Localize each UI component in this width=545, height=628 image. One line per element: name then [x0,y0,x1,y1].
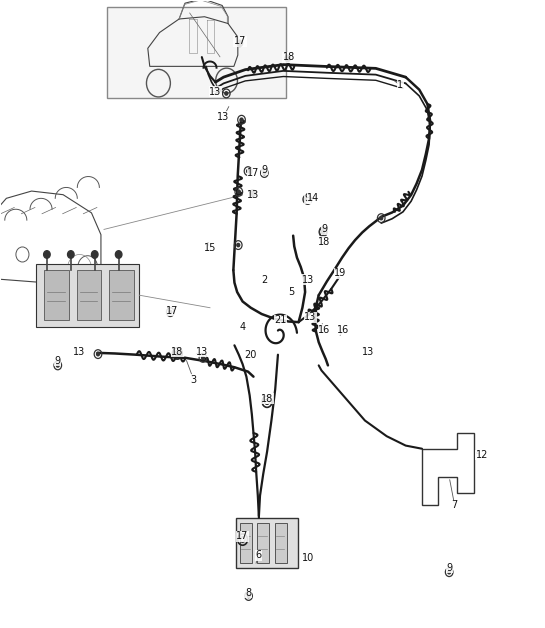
Text: 21: 21 [275,315,287,325]
Bar [36,264,140,327]
Text: 16: 16 [318,325,330,335]
Circle shape [96,352,99,356]
Bar [107,7,286,98]
Text: 18: 18 [171,347,184,357]
Text: 4: 4 [240,322,246,332]
Bar [44,270,69,320]
Text: 13: 13 [305,312,317,322]
Text: 13: 13 [209,87,222,97]
Text: 13: 13 [361,347,374,357]
Text: 17: 17 [237,531,249,541]
Circle shape [322,231,324,234]
Text: 7: 7 [451,500,458,510]
Text: 3: 3 [191,375,197,385]
Text: 18: 18 [318,237,330,247]
Text: 9: 9 [446,563,452,573]
Text: 13: 13 [74,347,86,357]
Circle shape [306,198,309,202]
Bar [110,270,134,320]
Circle shape [237,40,243,46]
Circle shape [285,55,290,62]
Bar [235,517,298,568]
Circle shape [202,356,204,359]
Bar [77,270,101,320]
Text: 18: 18 [283,52,295,62]
Text: 17: 17 [166,306,178,316]
Text: 9: 9 [305,193,311,203]
Circle shape [246,170,250,173]
Circle shape [247,594,250,598]
Text: 8: 8 [245,588,251,598]
Text: 18: 18 [261,394,273,404]
Text: 2: 2 [261,274,268,284]
Text: 13: 13 [302,274,314,284]
Circle shape [116,251,122,258]
Text: 13: 13 [247,190,259,200]
Circle shape [380,217,383,220]
Text: 9: 9 [321,224,327,234]
Text: 16: 16 [337,325,349,335]
Text: 17: 17 [234,36,246,46]
Text: 10: 10 [302,553,314,563]
Text: 13: 13 [217,112,229,122]
Circle shape [250,190,256,196]
Text: 9: 9 [54,356,61,366]
Circle shape [240,118,243,121]
Circle shape [225,92,228,95]
Circle shape [305,198,308,201]
Text: 1: 1 [397,80,403,90]
Text: 6: 6 [256,550,262,560]
Text: 20: 20 [245,350,257,360]
Circle shape [169,310,172,314]
Circle shape [238,190,240,193]
Text: 17: 17 [247,168,259,178]
Circle shape [263,171,266,175]
Bar [240,522,252,563]
Bar [275,522,287,563]
Circle shape [322,230,324,233]
Circle shape [68,251,74,258]
Circle shape [44,251,50,258]
Circle shape [56,364,59,367]
Circle shape [237,244,240,247]
Text: 15: 15 [204,243,216,253]
Circle shape [92,251,98,258]
Text: 12: 12 [476,450,488,460]
Text: 13: 13 [196,347,208,357]
Text: 19: 19 [334,268,347,278]
Text: 14: 14 [307,193,319,203]
Text: 5: 5 [288,287,295,297]
Bar [257,522,269,563]
Text: 9: 9 [261,165,268,175]
Circle shape [448,570,451,574]
